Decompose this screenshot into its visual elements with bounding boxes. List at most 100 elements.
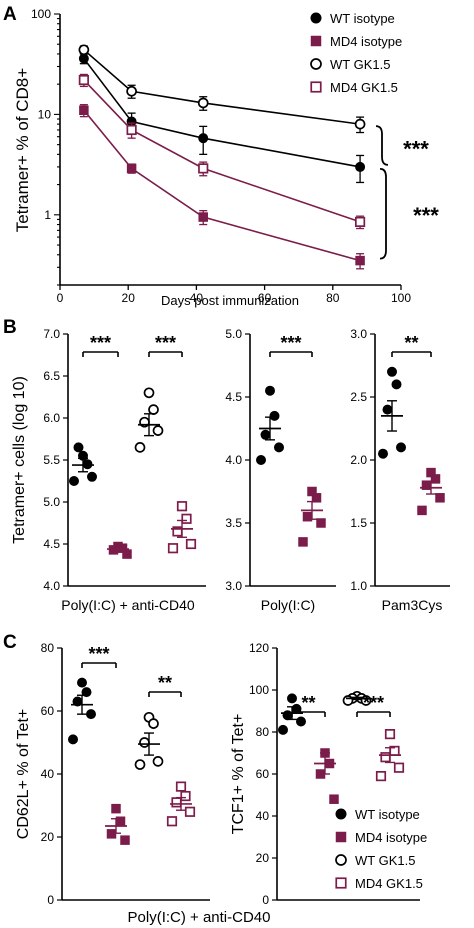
panel-a-annotation-1: *** [403,137,429,162]
legend-panel-c-marker [335,831,347,843]
panel-a-point [79,105,89,116]
legend-panel-c: WT isotype MD4 isotype WT GK1.5 MD4 GK1.5 [335,807,427,891]
data-point [171,797,182,808]
panel-a-point [198,163,209,174]
data-point [393,762,405,773]
legend-panel-a-marker [310,35,322,47]
data-point [134,759,146,770]
data-point [391,379,402,390]
panel-a-x-tick-label: 100 [391,291,411,305]
y-tick-label: 4.0 [43,579,60,593]
legend-panel-c-marker [335,854,347,866]
significance-annotation: *** [155,333,176,353]
panel-a-series-line [83,49,361,125]
significance-annotation: *** [363,693,384,713]
legend-panel-c-marker [335,808,347,820]
data-point [329,794,339,804]
data-point [384,728,396,740]
panel-b2-chart: 3.0 3.5 4.0 4.5 5.0 Poly(I:C) *** [225,327,336,613]
y-tick-label: 1.5 [350,516,367,530]
y-axis-label: TCF1+ % of Tet+ [230,714,247,835]
data-point [87,471,97,482]
legend-panel-a: WT isotype MD4 isotype WT GK1.5 MD4 GK1.5 [310,11,402,95]
y-tick-label: 3.5 [225,516,242,530]
data-point [73,442,84,453]
y-tick-label: 4.5 [225,390,242,404]
y-tick-label: 5.0 [43,495,60,509]
legend-panel-a-marker [310,81,322,93]
data-point [181,513,192,524]
data-point [81,687,92,698]
legend-panel-a-marker [310,58,322,70]
panel-a-point [355,255,365,266]
panel-a-point [197,97,209,109]
y-axis-label: CD62L+ % of Tet+ [15,709,32,839]
significance-annotation: *** [280,333,301,353]
data-point [176,501,188,512]
y-tick-label: 0 [262,893,269,907]
data-point [417,505,427,516]
data-point [430,474,441,484]
data-point [380,752,391,763]
data-point [342,695,354,706]
panel-a-xlabel: Days post immunization [161,293,299,308]
data-point [274,442,284,453]
data-point [77,677,87,688]
data-point [296,716,306,727]
data-point [387,366,397,377]
y-tick-label: 60 [41,704,55,718]
panel-b1-chart: 4.0 4.5 5.0 5.5 6.0 6.5 7.0 Poly(I:C) + anti-CD… [11,327,206,613]
panel-a-point [126,85,137,97]
data-point [265,385,275,396]
data-point [86,709,96,720]
y-tick-label: 3.0 [225,579,242,593]
significance-annotation: ** [404,333,418,353]
plots-layer: 0 20 40 60 80 100 1 10 100 Days post immunization… [11,7,450,907]
panel-a-point [78,53,89,64]
panel-c-xlabel: Poly(I:C) + anti-CD40 [128,909,271,926]
x-axis-label: Poly(I:C) + anti-CD40 [61,597,195,613]
y-tick-label: 1.0 [350,579,367,593]
y-tick-label: 6.5 [43,369,60,383]
panel-a-x-tick-label: 80 [326,291,340,305]
data-point [148,404,159,415]
data-point [111,803,121,814]
y-tick-label: 5.5 [43,453,60,467]
legend-panel-c-label: MD4 GK1.5 [355,876,423,891]
y-tick-label: 40 [41,767,55,781]
data-point [382,404,393,415]
data-point [396,442,406,453]
panel-a-point [354,216,366,228]
legend-panel-a-label: WT GK1.5 [330,57,390,72]
y-tick-label: 100 [249,683,269,697]
y-tick-label: 80 [256,725,270,739]
data-point [435,493,445,503]
y-tick-label: 7.0 [43,327,60,341]
data-point [152,425,164,436]
y-tick-label: 4.0 [225,453,242,467]
y-tick-label: 120 [249,641,269,655]
y-tick-label: 20 [256,851,270,865]
data-point [316,518,326,528]
data-point [378,448,388,459]
data-point [152,756,164,767]
data-point [167,543,179,554]
legend-panel-c-label: WT isotype [355,807,420,822]
data-point [256,455,266,465]
panel-a-point [78,44,90,56]
panel-a-x-tick-label: 0 [57,291,64,305]
y-tick-label: 5.0 [225,327,242,341]
data-point [260,429,271,440]
data-point [122,549,132,559]
data-point [134,442,146,453]
panel-a-x-tick-label: 20 [122,291,136,305]
data-point [375,770,387,782]
legend-panel-a-label: MD4 GK1.5 [330,80,398,95]
legend-panel-c-label: WT GK1.5 [355,853,415,868]
panel-a-point [355,161,366,172]
panel-label-c: C [3,632,17,653]
panel-a-point [198,212,208,222]
